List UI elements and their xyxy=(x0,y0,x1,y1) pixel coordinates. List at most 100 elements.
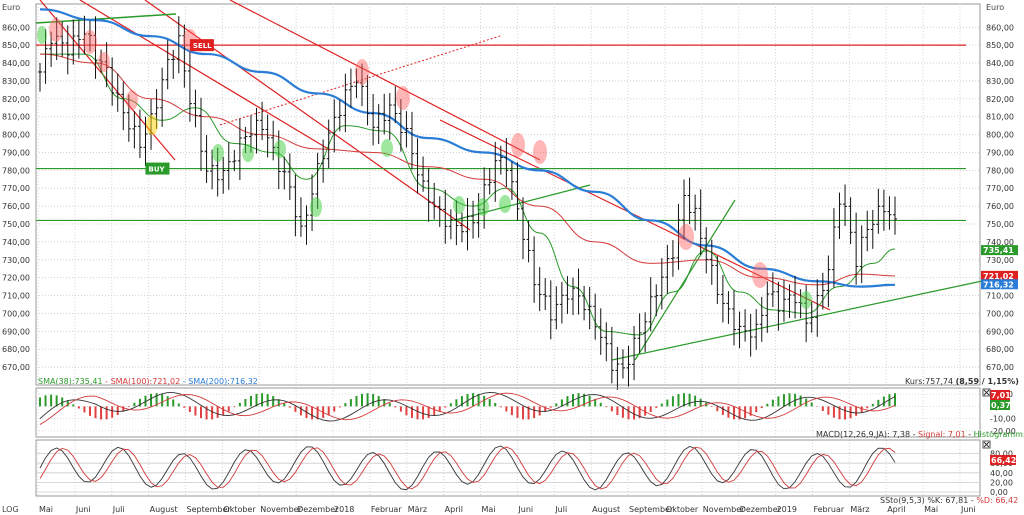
x-axis: Mai Juni Juli August September Oktober Novembe… xyxy=(39,505,976,514)
y-tick-label-right: 700,00 xyxy=(986,309,1014,318)
signal-markers xyxy=(37,18,812,309)
trendline-red-2 xyxy=(79,0,331,151)
macd-value-box xyxy=(990,390,1010,400)
x-tick-label: Juli xyxy=(554,505,567,514)
trendline-red-5 xyxy=(439,119,831,311)
marker-red xyxy=(511,133,525,157)
stoch-panel-frame xyxy=(35,439,981,497)
x-tick-label: August xyxy=(592,505,620,514)
marker-green xyxy=(212,144,224,162)
price-box-label: 735,41 xyxy=(983,246,1014,255)
y-tick-label-right: 770,00 xyxy=(986,184,1014,193)
y-tick-label-right: 790,00 xyxy=(986,148,1014,157)
marker-green xyxy=(499,195,511,213)
y-tick-label-left: 750,00 xyxy=(2,220,30,229)
y-tick-label-left: 840,00 xyxy=(2,59,30,68)
y-tick-label-left: 730,00 xyxy=(2,256,30,265)
x-tick-label: Mai xyxy=(39,505,53,514)
macd-tick-label: -10,00 xyxy=(990,415,1016,424)
y-tick-label-right: 860,00 xyxy=(986,23,1014,32)
marker-green xyxy=(800,291,812,309)
sma-legend: SMA(38):735,41 - SMA(100):721,02 - SMA(2… xyxy=(38,377,258,386)
price-box-label: 716,32 xyxy=(983,280,1014,289)
y-tick-label-left: 760,00 xyxy=(2,202,30,211)
currency-label: Euro xyxy=(2,3,21,12)
price-box xyxy=(981,279,1018,290)
x-tick-label: Februar xyxy=(371,505,402,514)
x-tick-label: Dezember xyxy=(740,505,782,514)
marker-red xyxy=(98,52,110,72)
sma100-legend: - SMA(100):721,02 xyxy=(105,377,181,386)
currency-label-right: Euro xyxy=(986,3,1005,12)
x-tick-label: November xyxy=(260,505,302,514)
x-tick-label: September xyxy=(187,505,232,514)
close-icon[interactable] xyxy=(982,440,991,449)
macd-signal-line xyxy=(39,392,896,425)
y-tick-label-left: 740,00 xyxy=(2,238,30,247)
marker-green xyxy=(242,144,254,162)
y-tick-label-left: 830,00 xyxy=(2,77,30,86)
y-tick-label-left: 720,00 xyxy=(2,274,30,283)
marker-green xyxy=(381,139,393,157)
stoch-tick-label: 20,00 xyxy=(990,478,1013,487)
x-tick-label: März xyxy=(408,505,427,514)
y-tick-label-right: 670,00 xyxy=(986,363,1014,372)
x-tick-label: März xyxy=(850,505,869,514)
y-tick-label-right: 730,00 xyxy=(986,256,1014,265)
x-tick-label: 2018 xyxy=(334,505,354,514)
main-panel-frame xyxy=(35,3,981,386)
y-tick-label-right: 820,00 xyxy=(986,95,1014,104)
marker-red xyxy=(126,90,138,110)
y-tick-label-right: 830,00 xyxy=(986,77,1014,86)
y-tick-label-left: 850,00 xyxy=(2,41,30,50)
macd-panel-frame xyxy=(35,387,981,438)
y-tick-label-left: 680,00 xyxy=(2,345,30,354)
trend-lines xyxy=(35,0,1016,361)
y-tick-label-left: 770,00 xyxy=(2,184,30,193)
y-tick-label-right: 680,00 xyxy=(986,345,1014,354)
stoch-legend: SSto(9,5,3) %K: 67,81 - %D: 66,42 xyxy=(880,496,1019,505)
macd-value-label: 0,37 xyxy=(991,401,1011,410)
signal-box xyxy=(145,162,170,175)
y-tick-label-left: 710,00 xyxy=(2,292,30,301)
kurs-label: Kurs:757,74 (8,59 / 1,15%) xyxy=(905,377,1019,386)
y-tick-label-left: 780,00 xyxy=(2,166,30,175)
marker-red xyxy=(678,224,694,250)
signal-box xyxy=(189,39,214,52)
y-tick-label-right: 750,00 xyxy=(986,220,1014,229)
close-icon[interactable] xyxy=(982,388,991,397)
x-tick-label: Juni xyxy=(960,505,976,514)
x-tick-label: Oktober xyxy=(666,505,699,514)
marker-green xyxy=(274,140,286,158)
price-series xyxy=(38,15,897,391)
price-box xyxy=(981,270,1018,281)
price-box xyxy=(981,245,1018,256)
x-tick-label: Juli xyxy=(112,505,125,514)
y-tick-label-left: 800,00 xyxy=(2,131,30,140)
x-tick-label: Februar xyxy=(813,505,844,514)
signal-label: BUY xyxy=(148,166,165,174)
marker-red xyxy=(49,18,63,42)
marker-green xyxy=(477,198,489,216)
x-tick-label: Mai xyxy=(924,505,938,514)
x-tick-label: November xyxy=(703,505,745,514)
scale-label: LOG xyxy=(2,505,19,514)
marker-red xyxy=(83,30,97,54)
y-tick-label-left: 700,00 xyxy=(2,309,30,318)
stoch-d-line xyxy=(39,446,896,490)
x-tick-label: Juni xyxy=(517,505,533,514)
marker-red xyxy=(752,262,768,288)
sma-line xyxy=(39,8,896,288)
macd-legend: MACD(12,26,9,JA): 7,38 - Signal: 7,01 - … xyxy=(816,430,1024,439)
marker-green xyxy=(310,197,322,217)
trendline-green-2 xyxy=(454,184,591,221)
trendline-red-3 xyxy=(144,0,471,231)
y-tick-label-right: 710,00 xyxy=(986,292,1014,301)
y-tick-label-right: 800,00 xyxy=(986,131,1014,140)
marker-green xyxy=(37,26,47,44)
macd-panel: 10,000,00-10,00-20,007,010,37 xyxy=(36,390,1016,436)
x-tick-label: Dezember xyxy=(297,505,339,514)
y-tick-label-right: 810,00 xyxy=(986,113,1014,122)
